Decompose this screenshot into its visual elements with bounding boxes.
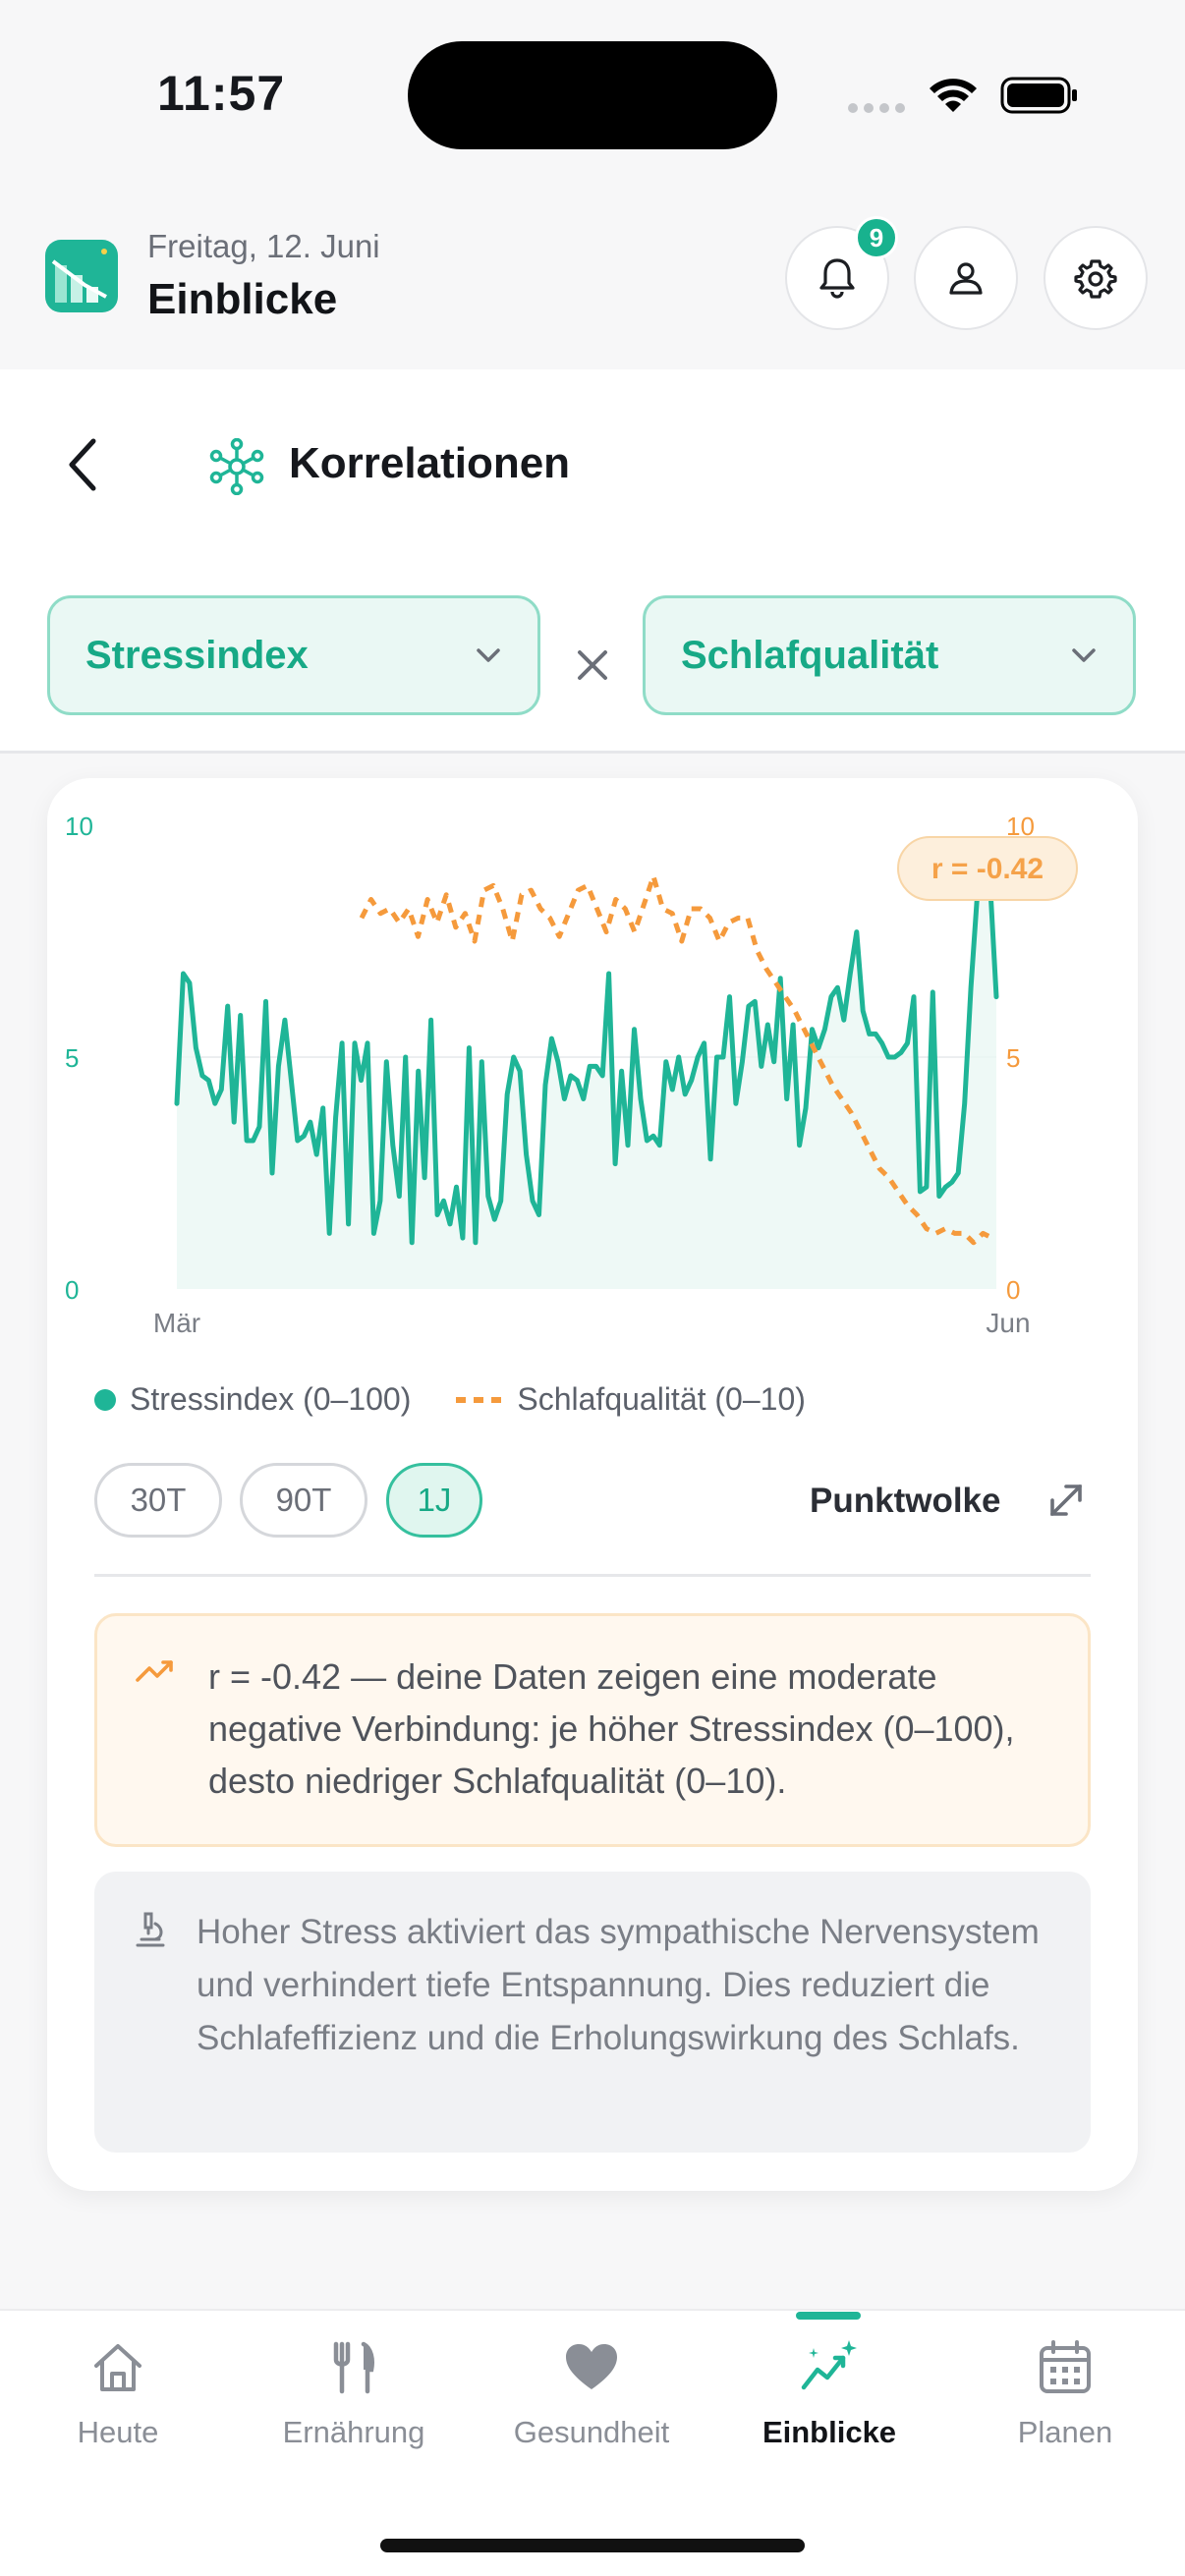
back-button[interactable] xyxy=(55,428,110,501)
settings-button[interactable] xyxy=(1044,226,1148,330)
nav-item-planen[interactable]: Planen xyxy=(947,2338,1183,2450)
user-icon xyxy=(949,262,983,295)
nav-label-heute: Heute xyxy=(77,2415,159,2449)
legend-stress-swatch xyxy=(94,1388,116,1411)
calendar-icon xyxy=(1040,2340,1091,2393)
y-left-tick-label: 0 xyxy=(65,1275,79,1305)
correlation-badge xyxy=(897,836,1078,901)
legend-sleep-label: Schlafqualität (0–10) xyxy=(517,1381,806,1417)
signal-dots-icon xyxy=(848,103,905,113)
chevron-down-icon xyxy=(477,648,500,662)
science-box xyxy=(94,1872,1091,2153)
notifications-button[interactable] xyxy=(785,226,889,330)
home-icon xyxy=(94,2344,141,2391)
x-tick-label: Mär xyxy=(153,1308,200,1338)
range-30t-button[interactable]: 30T xyxy=(94,1463,222,1538)
metric-a-label: Stressindex xyxy=(85,633,309,677)
correlation-badge-label: r = -0.42 xyxy=(931,853,1044,885)
y-right-tick-label: 0 xyxy=(1006,1275,1020,1305)
trend-icon xyxy=(136,1660,173,1682)
expand-icon[interactable] xyxy=(1044,1479,1088,1522)
x-tick-label: Jun xyxy=(986,1308,1030,1338)
sparkle-chart-icon xyxy=(801,2340,857,2390)
divider xyxy=(0,751,1185,754)
notification-badge: 9 xyxy=(855,216,898,259)
nav-active-indicator xyxy=(796,2312,861,2320)
wifi-icon xyxy=(930,79,977,112)
nav-label-gesundheit: Gesundheit xyxy=(513,2415,670,2449)
range-90t-button[interactable]: 90T xyxy=(240,1463,367,1538)
battery-icon xyxy=(1000,77,1077,114)
nav-item-gesundheit[interactable]: Gesundheit xyxy=(474,2338,709,2450)
header-date: Freitag, 12. Juni xyxy=(147,228,380,264)
legend-stress-label: Stressindex (0–100) xyxy=(130,1381,412,1417)
chevron-left-icon xyxy=(69,438,96,491)
y-right-tick-label: 5 xyxy=(1006,1043,1020,1073)
nav-item-ernaehrung[interactable]: Ernährung xyxy=(236,2338,472,2450)
metric-b-label: Schlafqualität xyxy=(681,633,939,677)
y-left-tick-label: 5 xyxy=(65,1043,79,1073)
chevron-down-icon xyxy=(1072,648,1096,662)
fork-knife-icon xyxy=(333,2341,374,2394)
bell-icon xyxy=(819,258,855,299)
y-left-tick-label: 10 xyxy=(65,812,93,841)
range-1j-button[interactable]: 1J xyxy=(386,1463,482,1538)
card-divider xyxy=(94,1574,1091,1577)
status-time: 11:57 xyxy=(157,66,286,121)
close-icon xyxy=(578,650,607,680)
page-title: Korrelationen xyxy=(289,439,571,487)
insight-box xyxy=(94,1613,1091,1847)
gear-icon xyxy=(1074,259,1117,299)
nav-item-heute[interactable]: Heute xyxy=(0,2338,236,2450)
metric-a-dropdown[interactable]: Stressindex xyxy=(47,595,540,715)
legend-sleep-swatch xyxy=(456,1396,504,1403)
microscope-icon xyxy=(136,1912,165,1947)
dynamic-island xyxy=(408,41,777,149)
nav-label-ernaehrung: Ernährung xyxy=(282,2415,425,2449)
home-indicator xyxy=(380,2539,805,2552)
insight-text: r = -0.42 — deine Daten zeigen eine mode… xyxy=(208,1656,1015,1801)
metric-b-dropdown[interactable]: Schlafqualität xyxy=(643,595,1136,715)
nav-label-planen: Planen xyxy=(1017,2415,1113,2449)
app-logo-icon xyxy=(45,240,118,312)
science-text: Hoher Stress aktiviert das sympathische … xyxy=(197,1913,1040,2057)
profile-button[interactable] xyxy=(914,226,1018,330)
stress-series-line xyxy=(174,868,999,1246)
nav-item-einblicke[interactable]: Einblicke xyxy=(711,2338,947,2450)
network-icon xyxy=(209,438,264,495)
header-title: Einblicke xyxy=(147,275,338,323)
heart-icon xyxy=(566,2344,617,2389)
sleep-series-line xyxy=(359,873,994,1246)
scatter-toggle-button[interactable]: Punktwolke xyxy=(810,1482,1001,1520)
nav-label-einblicke: Einblicke xyxy=(762,2415,897,2449)
chart-legend: Stressindex (0–100) Schlafqualität (0–10… xyxy=(94,1381,806,1418)
